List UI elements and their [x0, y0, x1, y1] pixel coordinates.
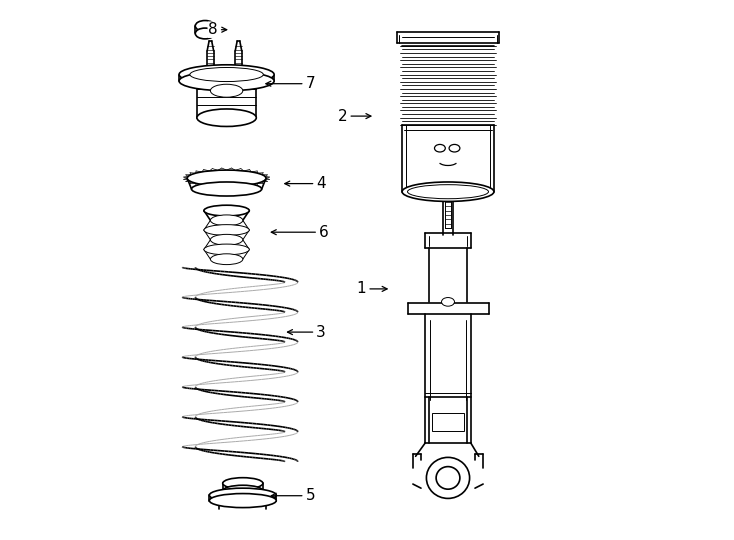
Ellipse shape: [209, 488, 276, 502]
Ellipse shape: [436, 467, 460, 489]
Ellipse shape: [211, 215, 243, 226]
Ellipse shape: [190, 68, 264, 82]
Text: 6: 6: [272, 225, 329, 240]
Ellipse shape: [209, 494, 276, 508]
Ellipse shape: [179, 65, 274, 84]
Ellipse shape: [222, 485, 263, 496]
Text: 5: 5: [272, 488, 315, 503]
Ellipse shape: [195, 28, 215, 39]
Ellipse shape: [442, 298, 454, 306]
Ellipse shape: [204, 205, 250, 216]
Ellipse shape: [449, 144, 460, 152]
Ellipse shape: [211, 84, 243, 97]
Text: 3: 3: [288, 325, 326, 340]
Ellipse shape: [407, 185, 489, 199]
Ellipse shape: [187, 170, 266, 186]
Text: 7: 7: [266, 76, 315, 91]
Ellipse shape: [204, 244, 250, 255]
Text: 1: 1: [357, 281, 387, 296]
Ellipse shape: [211, 234, 243, 245]
Ellipse shape: [426, 457, 470, 498]
Text: 4: 4: [285, 176, 326, 191]
Bar: [432, 413, 464, 431]
Text: 8: 8: [208, 22, 227, 37]
Ellipse shape: [197, 109, 256, 126]
Ellipse shape: [211, 254, 243, 265]
Ellipse shape: [192, 182, 262, 196]
Ellipse shape: [435, 144, 446, 152]
Ellipse shape: [222, 478, 263, 489]
Text: 2: 2: [338, 109, 371, 124]
Ellipse shape: [179, 71, 274, 91]
Ellipse shape: [402, 182, 494, 201]
Ellipse shape: [195, 21, 215, 31]
Ellipse shape: [204, 225, 250, 235]
